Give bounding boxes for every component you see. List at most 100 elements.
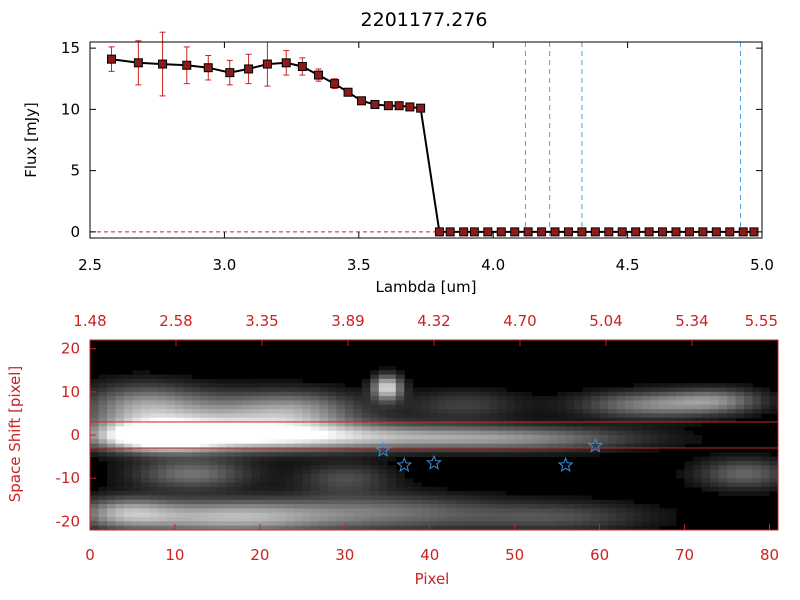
image-pixel xyxy=(506,396,516,401)
image-pixel xyxy=(412,443,422,449)
image-pixel xyxy=(718,460,728,466)
image-pixel xyxy=(327,396,337,401)
image-pixel xyxy=(489,417,499,423)
image-pixel xyxy=(523,430,533,436)
image-pixel xyxy=(591,417,601,423)
image-pixel xyxy=(98,456,108,462)
image-pixel xyxy=(225,400,235,406)
image-pixel xyxy=(735,469,745,475)
image-pixel xyxy=(421,396,431,401)
image-pixel xyxy=(404,517,414,522)
image-pixel xyxy=(701,478,711,483)
image-pixel xyxy=(472,400,482,406)
image-pixel xyxy=(684,387,694,393)
image-pixel xyxy=(446,404,456,410)
image-pixel xyxy=(183,525,193,531)
image-pixel xyxy=(446,443,456,449)
data-point-16 xyxy=(394,101,404,111)
image-pixel xyxy=(225,413,235,419)
image-pixel xyxy=(370,422,380,427)
image-pixel xyxy=(438,400,448,406)
image-pixel xyxy=(395,417,405,423)
image-pixel xyxy=(489,443,499,449)
image-pixel xyxy=(472,452,482,458)
image-pixel xyxy=(344,417,354,423)
image-pixel xyxy=(276,460,286,466)
image-pixel xyxy=(744,452,754,458)
image-pixel xyxy=(251,525,261,531)
image-pixel xyxy=(676,443,686,449)
image-pixel xyxy=(395,383,405,388)
image-pixel xyxy=(225,512,235,518)
image-pixel xyxy=(140,400,150,406)
image-pixel xyxy=(395,409,405,414)
image-pixel xyxy=(574,499,584,505)
image-pixel xyxy=(259,504,269,509)
image-pixel xyxy=(183,378,193,384)
image-pixel xyxy=(735,456,745,462)
image-pixel xyxy=(463,512,473,518)
image-pixel xyxy=(336,430,346,436)
image-pixel xyxy=(174,400,184,406)
image-pixel xyxy=(404,378,414,384)
image-pixel xyxy=(361,400,371,406)
image-pixel xyxy=(616,508,626,514)
image-pixel xyxy=(106,473,116,479)
image-pixel xyxy=(217,525,227,531)
image-pixel xyxy=(276,512,286,518)
image-pixel xyxy=(149,478,159,483)
image-pixel xyxy=(480,512,490,518)
image-pixel xyxy=(412,435,422,440)
image-pixel xyxy=(157,460,167,466)
image-pixel xyxy=(90,387,99,393)
image-pixel xyxy=(446,439,456,445)
image-pixel xyxy=(540,504,550,509)
image-pixel xyxy=(676,422,686,427)
image-pixel xyxy=(633,504,643,509)
image-pixel xyxy=(242,430,252,436)
image-pixel xyxy=(625,417,635,423)
image-pixel xyxy=(259,495,269,501)
image-pixel xyxy=(744,404,754,410)
image-pixel xyxy=(174,482,184,488)
image-pixel xyxy=(200,404,210,410)
image-pixel xyxy=(684,478,694,483)
image-pixel xyxy=(412,417,422,423)
image-pixel xyxy=(327,404,337,410)
image-pixel xyxy=(336,473,346,479)
image-pixel xyxy=(310,404,320,410)
image-pixel xyxy=(480,409,490,414)
image-pixel xyxy=(710,409,720,414)
image-pixel xyxy=(310,387,320,393)
image-pixel xyxy=(650,443,660,449)
image-pixel xyxy=(327,508,337,514)
image-pixel xyxy=(676,417,686,423)
image-pixel xyxy=(98,435,108,440)
image-pixel xyxy=(191,495,201,501)
image-pixel xyxy=(234,482,244,488)
image-pixel xyxy=(115,417,125,423)
image-pixel xyxy=(574,435,584,440)
image-pixel xyxy=(557,508,567,514)
flux-x-ticks: 2.5 3.0 3.5 4.0 4.5 5.0 xyxy=(78,42,774,274)
image-pixel xyxy=(421,508,431,514)
image-pixel xyxy=(625,426,635,432)
image-pixel xyxy=(438,439,448,445)
image-pixel xyxy=(616,521,626,527)
image-pixel xyxy=(599,447,609,453)
image-pixel xyxy=(149,456,159,462)
image-pixel xyxy=(463,387,473,393)
image-pixel xyxy=(251,473,261,479)
image-pixel xyxy=(310,409,320,414)
image-pixel xyxy=(319,383,329,388)
image-pixel xyxy=(259,400,269,406)
image-pixel xyxy=(412,486,422,492)
image-pixel xyxy=(327,482,337,488)
image-pixel xyxy=(217,486,227,492)
image-pixel xyxy=(693,396,703,401)
image-pixel xyxy=(225,521,235,527)
image-pixel xyxy=(361,486,371,492)
image-pixel xyxy=(285,508,295,514)
image-pixel xyxy=(336,465,346,471)
image-pixel xyxy=(378,404,388,410)
